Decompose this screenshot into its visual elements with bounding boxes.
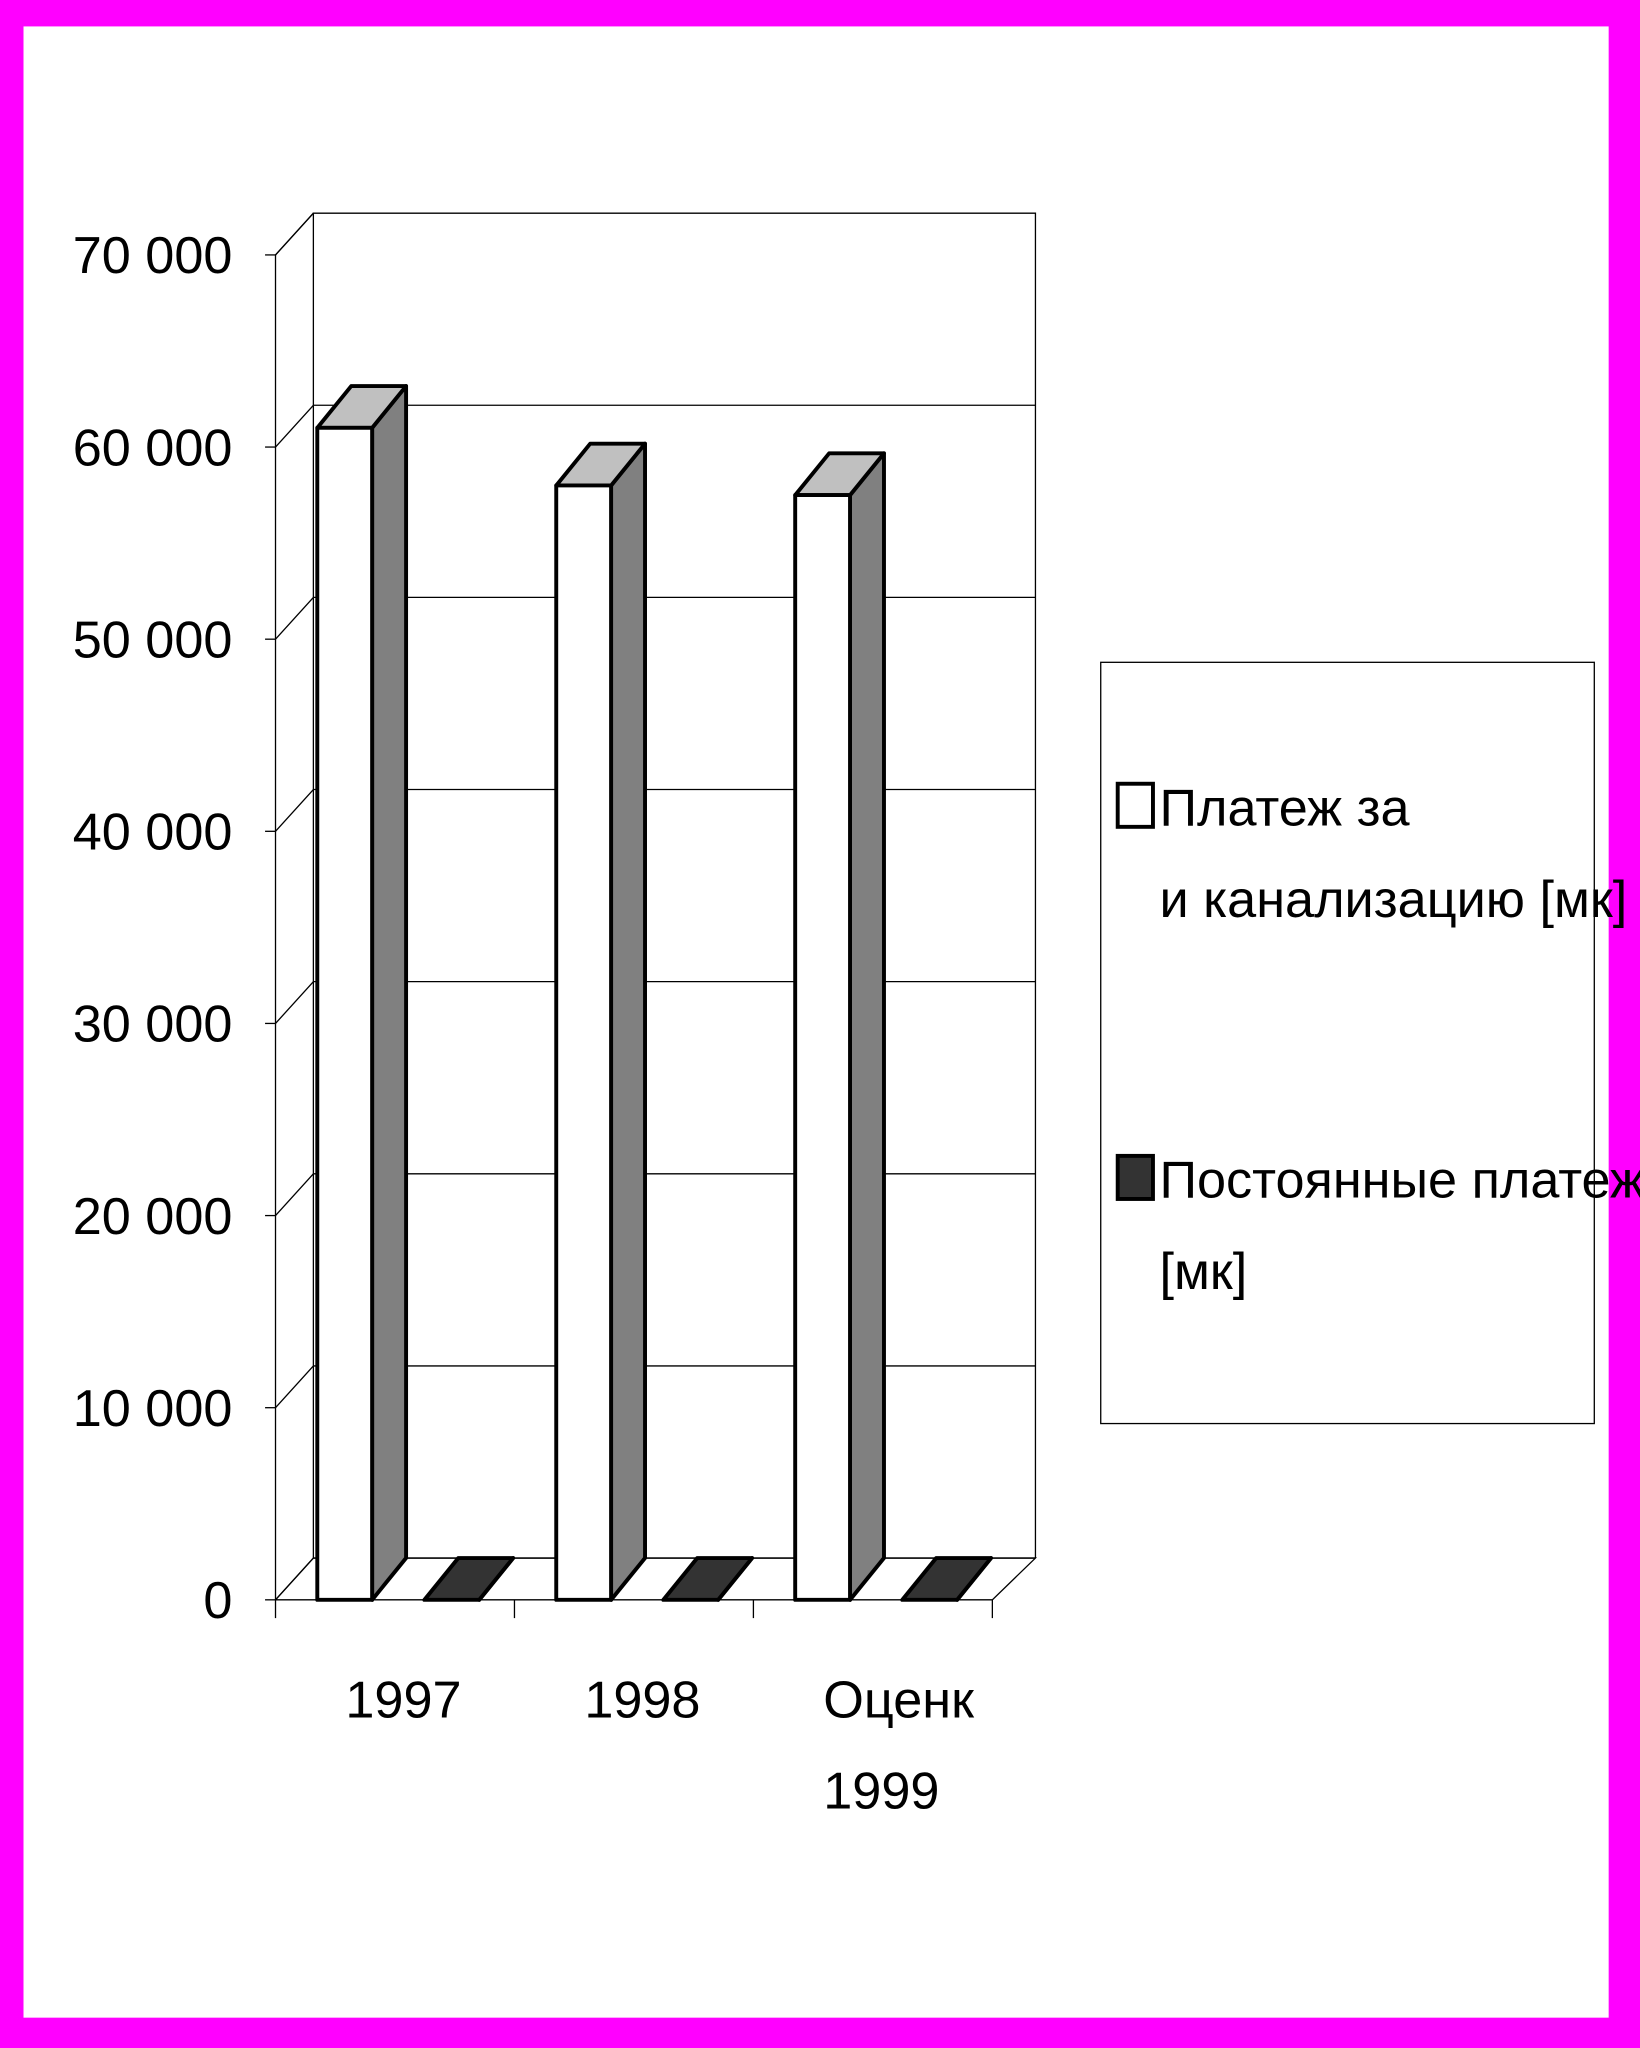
y-tick-label: 50 000	[73, 611, 233, 669]
legend-box	[1100, 661, 1595, 1425]
legend-label: Постоянные платежи [мк]	[1159, 1152, 1640, 1301]
y-tick-label: 30 000	[73, 996, 233, 1054]
bar-top	[422, 1556, 516, 1602]
grid-line-side	[275, 981, 314, 1024]
x-tick-label: 1998	[584, 1671, 700, 1729]
y-tick-label: 20 000	[73, 1188, 233, 1246]
grid-line-side	[275, 212, 314, 256]
y-tick-label: 40 000	[73, 804, 233, 862]
y-tick-label: 60 000	[73, 419, 233, 477]
y-tick-label: 10 000	[73, 1380, 233, 1438]
grid-line-side	[275, 404, 314, 448]
x-tick-label: Оценк 1999	[823, 1671, 975, 1820]
legend-swatch	[1115, 781, 1155, 829]
y-tick-label: 0	[203, 1572, 232, 1630]
grid-line-side	[275, 789, 314, 832]
bar-top	[900, 1556, 994, 1602]
bar	[315, 425, 375, 1602]
bar-side	[848, 451, 886, 1602]
legend-label: Платеж за и канализацию [мк]	[1159, 780, 1627, 929]
bar-top	[661, 1556, 755, 1602]
bar-side	[609, 441, 647, 1602]
x-tick-label: 1997	[345, 1671, 461, 1729]
grid-line-side	[275, 1365, 314, 1409]
bar-side	[370, 384, 409, 1602]
grid-line-side	[275, 596, 314, 640]
y-tick-label: 70 000	[73, 227, 233, 285]
grid-line-side	[275, 1173, 314, 1217]
grid-line-side	[275, 1557, 314, 1601]
bar	[554, 483, 614, 1602]
legend-swatch	[1115, 1153, 1155, 1201]
bar	[793, 493, 852, 1602]
